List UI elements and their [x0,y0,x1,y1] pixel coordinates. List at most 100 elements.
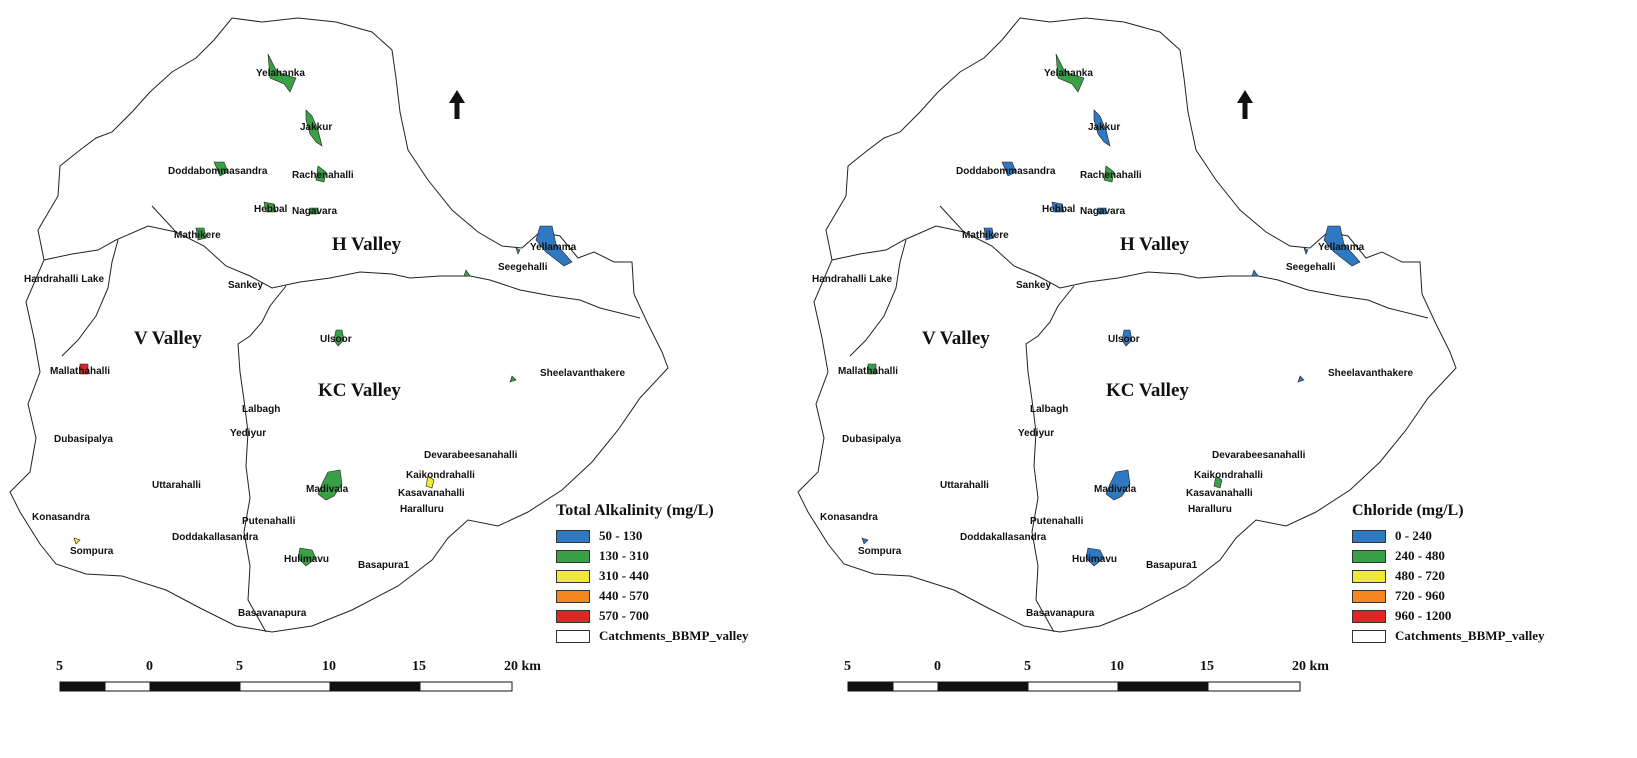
scale-tick: 0 [146,659,153,674]
valley-labels: H Valley V Valley KC Valley [922,234,1190,401]
legend-label: 240 - 480 [1395,548,1445,563]
label-Nagavara: Nagavara [292,206,337,217]
legend-label: Catchments_BBMP_valley [599,628,749,643]
label-Uttarahalli: Uttarahalli [152,480,201,491]
label-Kaikondrahalli: Kaikondrahalli [406,470,475,481]
legend-label: 440 - 570 [599,588,649,603]
valley-label-v: V Valley [134,328,202,349]
legend-swatch [556,569,590,583]
legend-item: 0 - 240 [1352,526,1544,546]
lake-Sheelavanthakere [1297,375,1305,383]
label-Rachenahalli: Rachenahalli [292,170,354,181]
label-Kaikondrahalli: Kaikondrahalli [1194,470,1263,481]
label-Mallathahalli: Mallathahalli [50,366,110,377]
legend-swatch [556,529,590,543]
label-Yelahanka: Yelahanka [1044,68,1093,79]
label-Yediyur: Yediyur [1018,428,1054,439]
legend-label: 960 - 1200 [1395,608,1452,623]
lake-Jakkur [305,109,323,147]
catchment-boundaries [9,17,669,633]
valley-labels: H Valley V Valley KC Valley [134,234,402,401]
lake-Madivala [317,469,343,501]
legend-item: 50 - 130 [556,526,748,546]
legend-label: 720 - 960 [1395,588,1445,603]
lake-Mathikere [195,227,207,241]
legend: Chloride (mg/L) 0 - 240 240 - 480 480 - … [1352,502,1544,646]
scale-bar: 5 0 5 10 15 20 km [56,659,541,692]
scale-tick: 5 [844,659,851,674]
label-Lalbagh: Lalbagh [242,404,280,415]
label-Jakkur: Jakkur [300,122,332,133]
h-valley-boundary [939,205,1429,319]
label-Ulsoor: Ulsoor [1108,334,1140,345]
label-Dubasipalya: Dubasipalya [842,434,901,445]
legend-label: 0 - 240 [1395,528,1432,543]
lake-Rachenahalli [1103,165,1115,183]
lake-Seegehalli [463,247,521,277]
legend-item: 960 - 1200 [1352,606,1544,626]
lake-Yellamma [535,225,573,267]
lake-Madivala [1105,469,1131,501]
legend-item: 480 - 720 [1352,566,1544,586]
legend-item: Catchments_BBMP_valley [1352,626,1544,646]
valley-label-h: H Valley [332,234,402,255]
legend-item: 310 - 440 [556,566,748,586]
lake-Kasavanahalli [1213,475,1223,489]
label-Sankey: Sankey [228,280,263,291]
valley-label-kc: KC Valley [1106,380,1189,401]
label-Yelahanka: Yelahanka [256,68,305,79]
h-valley-boundary [151,205,641,319]
label-Hulimavu: Hulimavu [284,554,329,565]
legend-item: Catchments_BBMP_valley [556,626,748,646]
lake-Yelahanka [267,53,297,93]
legend-label: 50 - 130 [599,528,643,543]
lake-Sheelavanthakere [509,375,517,383]
legend-item: 720 - 960 [1352,586,1544,606]
label-Lalbagh: Lalbagh [1030,404,1068,415]
legend-swatch [1352,549,1386,563]
label-Yediyur: Yediyur [230,428,266,439]
label-Devarabeesanahalli: Devarabeesanahalli [1212,450,1306,461]
lake-Seegehalli [1251,247,1309,277]
scale-tick: 5 [56,659,63,674]
north-arrow-icon [1237,90,1253,119]
legend-swatch [556,589,590,603]
lake-Hulimavu [297,547,317,567]
lake-Sompura [861,537,869,545]
scale-tick: 10 [322,659,336,674]
catchment-boundaries [797,17,1457,633]
legend-swatch [556,549,590,563]
valley-label-h: H Valley [1120,234,1190,255]
label-Madivala: Madivala [1094,484,1137,495]
scale-tick: 0 [934,659,941,674]
map-canvas: Yelahanka Jakkur Doddabommasandra Rachen… [9,17,669,692]
label-Yellamma: Yellamma [1318,242,1365,253]
label-Rachenahalli: Rachenahalli [1080,170,1142,181]
legend-label: 130 - 310 [599,548,649,563]
legend-item: 570 - 700 [556,606,748,626]
kc-valley-boundary [1025,285,1075,633]
legend-item: 240 - 480 [1352,546,1544,566]
legend-label: Catchments_BBMP_valley [1395,628,1545,643]
label-Sheelavanthakere: Sheelavanthakere [1328,368,1413,379]
label-Putenahalli: Putenahalli [1030,516,1084,527]
scale-tick: 5 [236,659,243,674]
lakes [73,53,573,567]
label-Jakkur: Jakkur [1088,122,1120,133]
label-Hebbal: Hebbal [1042,204,1076,215]
lake-Jakkur [1093,109,1111,147]
legend-swatch [1352,629,1386,643]
scale-tick: 15 [412,659,426,674]
scale-tick: 20 km [1292,659,1329,674]
legend: Total Alkalinity (mg/L) 50 - 130 130 - 3… [556,502,748,646]
lake-Mallathahalli [867,363,877,375]
map-panel-chloride: Yelahanka Jakkur Doddabommasandra Rachen… [788,0,1606,758]
legend-swatch [1352,569,1386,583]
legend-swatch [1352,529,1386,543]
lake-Doddabommasandra [1001,161,1017,177]
v-valley-west [61,239,119,357]
label-Konasandra: Konasandra [32,512,90,523]
lake-Rachenahalli [315,165,327,183]
label-Konasandra: Konasandra [820,512,878,523]
label-Haralluru: Haralluru [400,504,444,515]
